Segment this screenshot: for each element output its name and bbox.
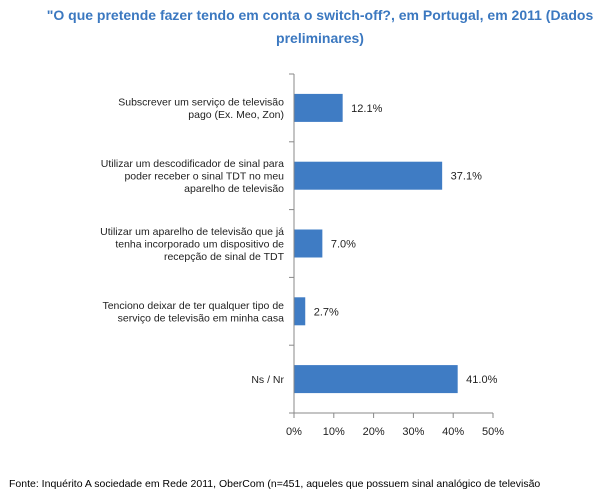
- category-label-line: Tenciono deixar de ter qualquer tipo de: [102, 300, 284, 312]
- category-label: Utilizar um aparelho de televisão que já…: [100, 226, 284, 263]
- category-label-line: serviço de televisão em minha casa: [118, 313, 284, 325]
- category-label-line: pago (Ex. Meo, Zon): [188, 109, 284, 121]
- category-label-line: Ns / Nr: [251, 374, 284, 386]
- category-label: Ns / Nr: [251, 374, 284, 386]
- bar: [294, 161, 443, 190]
- bar: [294, 229, 323, 258]
- x-tick-label: 10%: [323, 426, 345, 438]
- category-label: Subscrever um serviço de televisão pago (…: [118, 97, 284, 122]
- x-tick-label: 0%: [286, 426, 302, 438]
- bar-chart: 0% 10% 20% 30% 40% 50% 12.1% Subscrever um serv…: [100, 73, 504, 438]
- x-tick-label: 30%: [402, 426, 424, 438]
- data-label: 12.1%: [351, 103, 382, 115]
- x-tick-label: 40%: [442, 426, 464, 438]
- bar: [294, 297, 306, 326]
- bar: [294, 93, 343, 122]
- category-label: Tenciono deixar de ter qualquer tipo de s…: [102, 300, 284, 325]
- chart-title: "O que pretende fazer tendo em conta o s…: [46, 7, 594, 46]
- category-label-line: Utilizar um aparelho de televisão que já: [100, 226, 284, 238]
- category-label: Utilizar um descodificador de sinal para…: [101, 158, 284, 195]
- data-label: 41.0%: [466, 374, 497, 386]
- category-label-line: tenha incorporado um dispositivo de: [115, 239, 284, 251]
- source-note: Fonte: Inquérito A sociedade em Rede 201…: [9, 478, 541, 490]
- data-label: 37.1%: [451, 171, 482, 183]
- category-label-line: poder receber o sinal TDT no meu: [124, 171, 284, 183]
- category-label-line: Subscrever um serviço de televisão: [118, 97, 284, 109]
- bar: [294, 365, 458, 394]
- x-tick-label: 50%: [482, 426, 504, 438]
- data-label: 7.0%: [331, 239, 356, 251]
- category-label-line: recepção de sinal de TDT: [164, 251, 285, 263]
- category-label-line: aparelho de televisão: [184, 183, 284, 195]
- data-label: 2.7%: [314, 306, 339, 318]
- x-tick-label: 20%: [363, 426, 385, 438]
- category-label-line: Utilizar um descodificador de sinal para: [101, 158, 284, 170]
